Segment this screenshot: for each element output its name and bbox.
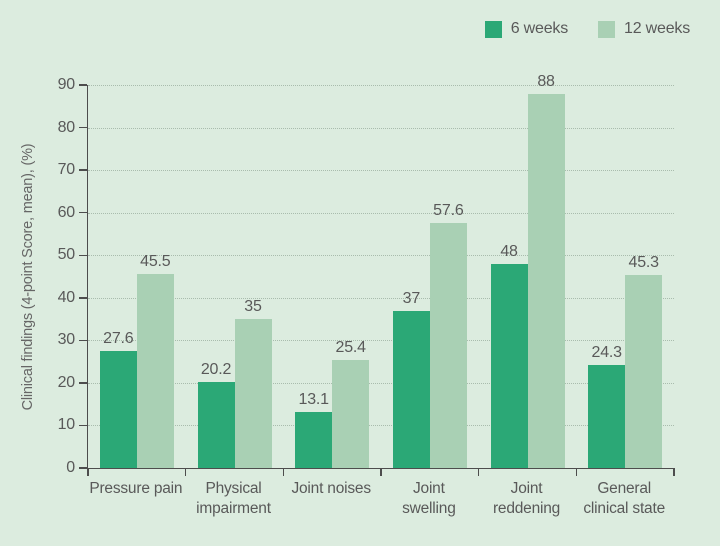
category-label-pressure-pain: Pressure pain (89, 480, 183, 497)
x-tick-1 (184, 468, 187, 476)
category-label-joint-swelling: Joint swelling (402, 480, 456, 517)
bar-column-12-weeks-physical-impairment: 35 (234, 297, 272, 468)
bar-6-weeks-physical-impairment (197, 382, 235, 468)
bar-column-6-weeks-joint-swelling: 37 (392, 289, 430, 468)
value-label-12-weeks-joint-noises: 25.4 (335, 338, 367, 356)
bar-12-weeks-joint-reddening (527, 93, 565, 468)
bar-12-weeks-physical-impairment (234, 319, 272, 468)
y-tick-20 (78, 382, 87, 384)
bar-column-6-weeks-pressure-pain: 27.6 (99, 329, 137, 468)
x-axis-labels: Pressure pain Physical impairment Joint noi… (87, 479, 673, 519)
y-tick-50 (78, 254, 87, 256)
bar-6-weeks-pressure-pain (99, 350, 137, 468)
bar-column-6-weeks-general-clinical-state: 24.3 (588, 343, 626, 468)
bar-group-joint-swelling: 37 57.6 (381, 85, 479, 468)
bar-group-pressure-pain: 27.6 45.5 (88, 85, 186, 468)
legend-label-12-weeks: 12 weeks (624, 20, 690, 37)
bar-12-weeks-pressure-pain (136, 274, 174, 468)
legend-label-6-weeks: 6 weeks (510, 20, 568, 37)
value-label-6-weeks-joint-reddening: 48 (500, 242, 518, 260)
bar-group-physical-impairment: 20.2 35 (186, 85, 284, 468)
value-label-6-weeks-physical-impairment: 20.2 (200, 361, 232, 378)
bar-group-general-clinical-state: 24.3 45.3 (576, 85, 674, 468)
x-tick-3 (380, 468, 382, 476)
x-tick-2 (282, 468, 285, 476)
x-tick-5 (575, 468, 578, 476)
gridline-40 (88, 297, 674, 299)
gridline-70 (88, 170, 674, 172)
gridline-10 (88, 425, 674, 427)
bar-column-6-weeks-joint-noises: 13.1 (295, 390, 333, 468)
gridline-50 (88, 255, 674, 257)
value-label-12-weeks-joint-reddening: 88 (537, 72, 555, 90)
y-tick-40 (78, 297, 87, 299)
y-tick-label-0: 0 (66, 459, 75, 476)
bar-12-weeks-joint-noises (332, 359, 370, 468)
bar-column-6-weeks-physical-impairment: 20.2 (197, 360, 235, 468)
x-tick-6 (673, 468, 675, 476)
bar-column-12-weeks-general-clinical-state: 45.3 (625, 253, 663, 468)
category-label-joint-noises: Joint noises (291, 480, 371, 497)
gridline-90 (88, 85, 674, 86)
y-tick-label-60: 60 (57, 203, 76, 221)
bar-12-weeks-joint-swelling (429, 222, 467, 468)
y-tick-70 (78, 169, 87, 171)
category-label-general-clinical-state: General clinical state (583, 480, 666, 517)
y-axis-title: Clinical findings (4-point Score, mean),… (20, 143, 36, 411)
value-label-12-weeks-general-clinical-state: 45.3 (628, 254, 660, 272)
y-tick-label-80: 80 (57, 118, 76, 136)
gridline-20 (88, 382, 674, 384)
y-tick-label-30: 30 (57, 331, 76, 349)
value-label-12-weeks-pressure-pain: 45.5 (140, 253, 171, 271)
bar-group-joint-noises: 13.1 25.4 (283, 85, 381, 468)
bar-column-12-weeks-joint-swelling: 57.6 (429, 201, 467, 468)
bar-6-weeks-joint-noises (295, 412, 333, 468)
legend-item-12-weeks: 12 weeks (598, 20, 690, 38)
y-tick-80 (78, 126, 87, 129)
bar-groups: 27.6 45.5 20.2 35 13.1 25.4 37 57.6 48 88 24.3 45.3 (88, 73, 674, 468)
bar-6-weeks-general-clinical-state (588, 364, 626, 468)
y-tick-90 (78, 84, 87, 86)
bar-column-6-weeks-joint-reddening: 48 (490, 242, 528, 468)
legend: 6 weeks 12 weeks (484, 20, 690, 38)
value-label-6-weeks-joint-noises: 13.1 (298, 391, 330, 409)
value-label-12-weeks-physical-impairment: 35 (244, 298, 262, 316)
gridline-80 (88, 127, 674, 129)
category-label-physical-impairment: Physical impairment (196, 480, 271, 517)
bar-column-12-weeks-joint-reddening: 88 (527, 72, 565, 468)
bar-column-12-weeks-pressure-pain: 45.5 (136, 252, 174, 468)
y-tick-label-40: 40 (57, 288, 76, 306)
legend-swatch-6-weeks-icon (484, 20, 502, 38)
plot-area: 0 10 20 30 40 50 60 70 80 90 27.6 45.5 20.2 35 13.1 25.… (58, 73, 675, 476)
bar-6-weeks-joint-reddening (490, 263, 528, 468)
value-label-6-weeks-pressure-pain: 27.6 (103, 329, 134, 347)
bar-6-weeks-joint-swelling (392, 310, 430, 468)
y-tick-label-10: 10 (57, 416, 76, 434)
bar-column-12-weeks-joint-noises: 25.4 (332, 338, 370, 468)
category-label-joint-reddening: Joint reddening (492, 480, 561, 517)
y-tick-label-50: 50 (57, 246, 76, 264)
value-label-6-weeks-general-clinical-state: 24.3 (591, 343, 623, 361)
bar-12-weeks-general-clinical-state (625, 275, 663, 468)
y-tick-label-20: 20 (57, 373, 76, 391)
y-tick-10 (78, 424, 87, 427)
legend-swatch-12-weeks-icon (598, 20, 615, 38)
x-tick-0 (87, 468, 89, 476)
x-tick-4 (477, 468, 480, 476)
legend-item-6-weeks: 6 weeks (484, 20, 568, 38)
value-label-12-weeks-joint-swelling: 57.6 (433, 201, 464, 219)
bar-group-joint-reddening: 48 88 (479, 73, 577, 468)
y-tick-label-70: 70 (57, 161, 76, 179)
y-tick-label-90: 90 (57, 76, 76, 93)
value-label-6-weeks-joint-swelling: 37 (402, 289, 421, 307)
gridline-60 (88, 212, 674, 214)
gridline-30 (88, 340, 674, 342)
y-tick-30 (78, 339, 87, 342)
y-tick-0 (78, 467, 87, 469)
y-tick-60 (78, 211, 87, 214)
